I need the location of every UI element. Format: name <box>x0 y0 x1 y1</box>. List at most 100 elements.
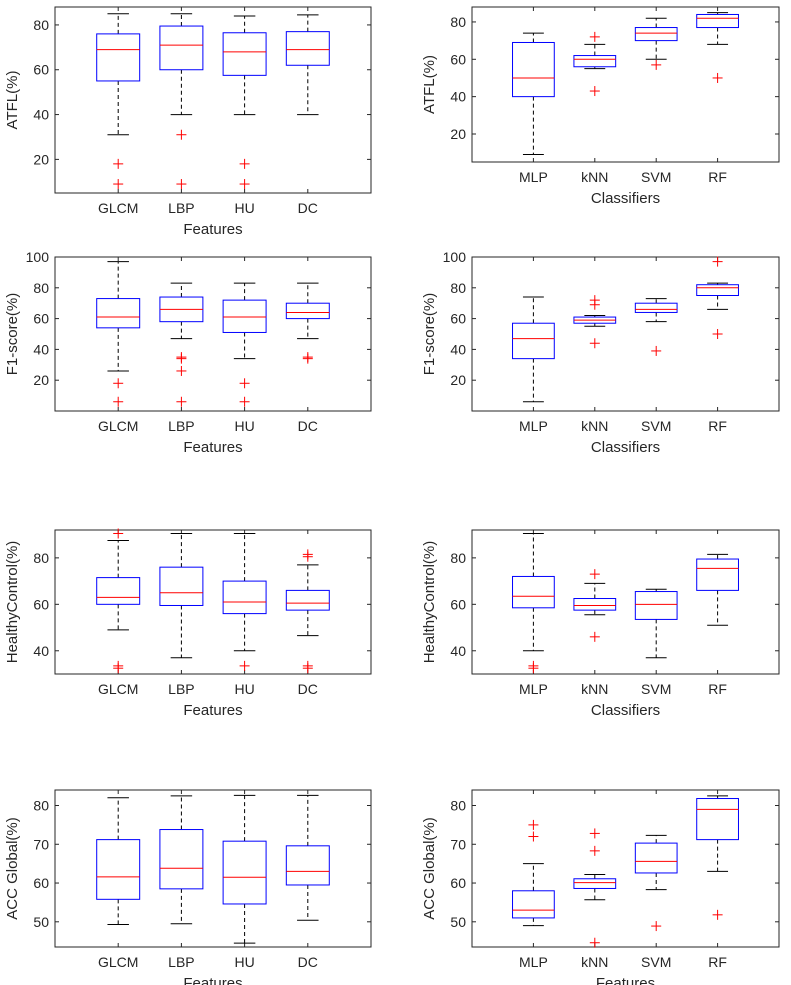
outlier-marker <box>712 329 723 339</box>
y-tick-label: 40 <box>33 341 49 357</box>
outlier-marker <box>651 59 662 70</box>
x-axis-label: Features <box>183 221 242 238</box>
x-axis-label: Features <box>183 439 242 456</box>
x-tick-label: HU <box>234 200 254 216</box>
x-tick-label: MLP <box>519 681 548 697</box>
y-tick-label: 100 <box>26 249 50 265</box>
y-tick-label: 20 <box>450 126 466 142</box>
x-tick-label: SVM <box>641 681 671 697</box>
iqr-box <box>285 302 330 320</box>
x-tick-label: kNN <box>581 681 608 697</box>
y-tick-label: 20 <box>33 372 49 388</box>
y-axis-label: F1-score(%) <box>4 293 21 376</box>
box-plot-panel: 20 40 60 80 MLP kNN SVM RF Classifiers ATFL(%) <box>421 6 780 207</box>
y-tick-label: 50 <box>33 914 49 930</box>
iqr-box <box>96 33 141 82</box>
axes-frame <box>54 256 372 412</box>
x-tick-label: LBP <box>168 681 194 697</box>
y-tick-label: 60 <box>450 311 466 327</box>
box-plot-panel: 20 40 60 80 100 GLCM LBP HU DC Features F1-score(%… <box>4 249 372 456</box>
iqr-box <box>512 41 555 98</box>
iqr-box <box>512 322 555 360</box>
y-tick-label: 60 <box>33 62 49 78</box>
y-tick-label: 40 <box>450 89 466 105</box>
box-rf <box>696 256 739 339</box>
iqr-box <box>634 302 678 313</box>
x-tick-label: SVM <box>641 418 671 434</box>
y-tick-label: 60 <box>33 311 49 327</box>
box-plot-panel: 40 60 80 GLCM LBP HU DC Features HealthyControl(… <box>4 528 372 719</box>
y-tick-label: 80 <box>450 550 466 566</box>
y-tick-label: 50 <box>450 914 466 930</box>
iqr-box <box>696 798 739 841</box>
box-dc <box>285 14 330 116</box>
x-tick-label: HU <box>234 418 254 434</box>
outlier-marker <box>589 31 600 42</box>
x-tick-label: MLP <box>519 169 548 185</box>
y-tick-label: 60 <box>450 51 466 67</box>
axes-frame <box>471 6 780 163</box>
iqr-box <box>285 31 330 66</box>
box-mlp <box>512 819 555 927</box>
outlier-marker <box>712 256 723 267</box>
outlier-marker <box>651 921 662 932</box>
iqr-box <box>634 842 678 874</box>
y-tick-label: 70 <box>33 836 49 852</box>
outlier-marker <box>176 353 187 364</box>
axes-frame <box>471 789 780 948</box>
outlier-marker <box>113 396 124 407</box>
outlier-marker <box>176 179 187 190</box>
outlier-marker <box>651 345 662 356</box>
outlier-marker <box>712 72 723 83</box>
box-knn <box>573 569 617 642</box>
iqr-box <box>222 299 267 333</box>
outlier-marker <box>239 378 250 389</box>
outlier-marker <box>589 86 600 97</box>
outlier-marker <box>589 828 600 839</box>
outlier-marker <box>113 378 124 389</box>
box-hu <box>222 794 267 944</box>
y-axis-label: ATFL(%) <box>421 55 438 114</box>
iqr-box <box>512 890 555 919</box>
axes-frame <box>54 789 372 948</box>
box-plot-panel: 50 60 70 80 GLCM LBP HU DC Features ACC Global(%) <box>4 789 372 985</box>
x-tick-label: GLCM <box>98 954 138 970</box>
x-axis-label: Features <box>183 975 242 985</box>
x-tick-label: SVM <box>641 169 671 185</box>
outlier-marker <box>528 819 539 830</box>
box-knn <box>573 828 617 948</box>
x-tick-label: kNN <box>581 169 608 185</box>
iqr-box <box>159 566 204 606</box>
x-tick-label: RF <box>708 418 727 434</box>
y-axis-label: ACC Global(%) <box>4 817 21 920</box>
x-axis-label: Classifiers <box>591 439 660 456</box>
axes-frame <box>471 256 780 412</box>
iqr-box <box>634 27 678 42</box>
y-tick-label: 80 <box>450 280 466 296</box>
iqr-box <box>96 298 141 329</box>
outlier-marker <box>239 660 250 671</box>
x-tick-label: kNN <box>581 954 608 970</box>
y-tick-label: 20 <box>450 372 466 388</box>
box-plot-panel: 50 60 70 80 MLP kNN SVM RF Features ACC Global(%) <box>421 789 780 985</box>
x-tick-label: SVM <box>641 954 671 970</box>
x-tick-label: RF <box>708 169 727 185</box>
box-rf <box>696 12 739 83</box>
y-tick-label: 40 <box>33 107 49 123</box>
x-tick-label: kNN <box>581 418 608 434</box>
outlier-marker <box>113 528 124 539</box>
x-axis-label: Features <box>183 702 242 719</box>
x-tick-label: GLCM <box>98 200 138 216</box>
y-tick-label: 80 <box>33 280 49 296</box>
outlier-marker <box>589 845 600 856</box>
box-plot-panel: 20 40 60 80 GLCM LBP HU DC Features ATFL(%) <box>4 6 372 238</box>
iqr-box <box>96 577 141 605</box>
x-tick-label: MLP <box>519 954 548 970</box>
iqr-box <box>159 829 204 890</box>
box-svm <box>634 588 678 659</box>
outlier-marker <box>239 396 250 407</box>
box-lbp <box>159 13 204 190</box>
box-knn <box>573 295 617 349</box>
x-axis-label: Classifiers <box>591 190 660 207</box>
box-plot-panel: 40 60 80 MLP kNN SVM RF Classifiers HealthyContr… <box>421 529 780 719</box>
